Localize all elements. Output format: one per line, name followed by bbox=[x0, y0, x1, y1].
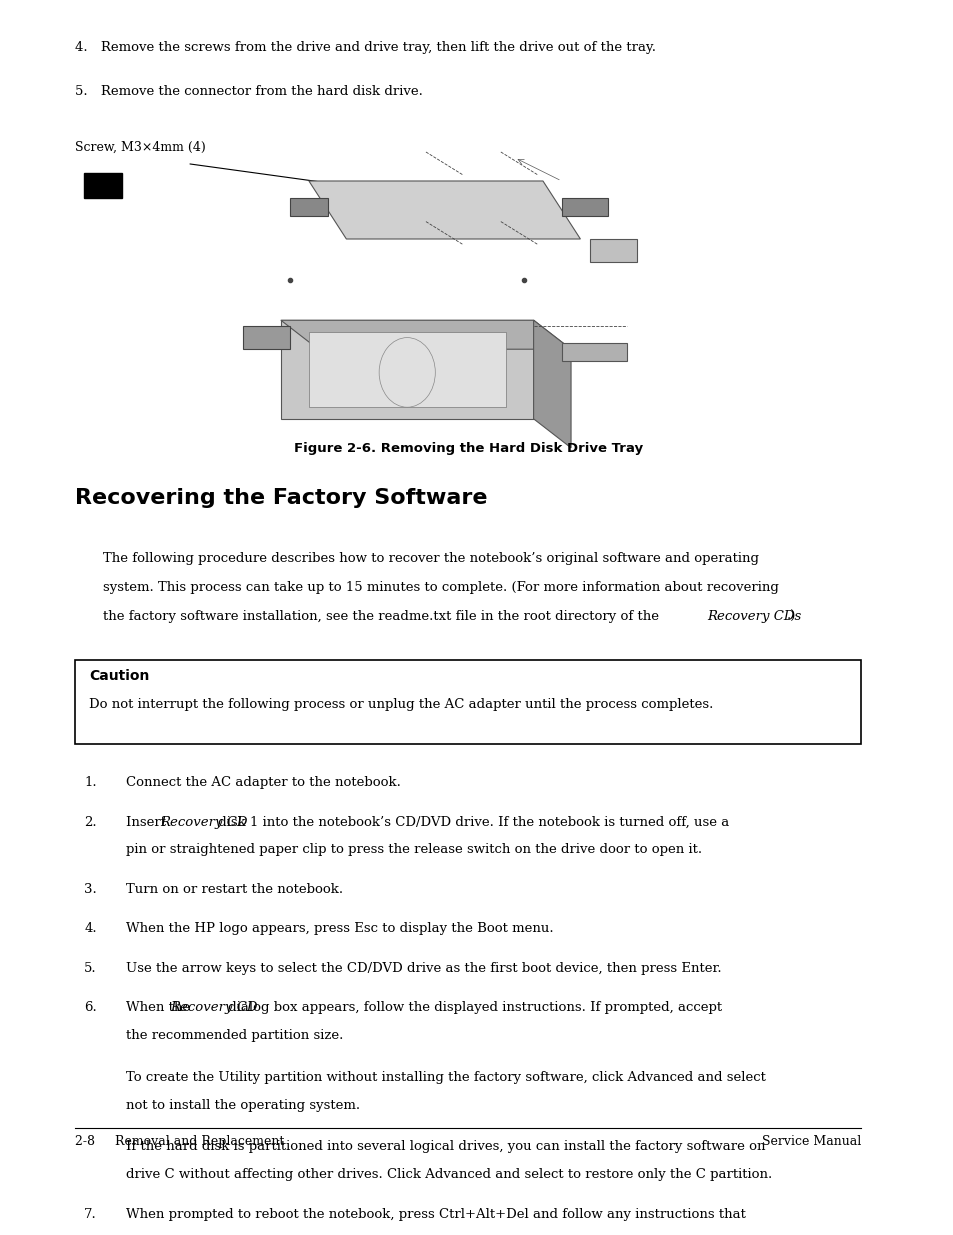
Text: Recovery CD: Recovery CD bbox=[160, 815, 248, 829]
Text: When prompted to reboot the notebook, press Ctrl+Alt+Del and follow any instruct: When prompted to reboot the notebook, pr… bbox=[126, 1208, 745, 1220]
Polygon shape bbox=[309, 332, 505, 408]
Text: Connect the AC adapter to the notebook.: Connect the AC adapter to the notebook. bbox=[126, 776, 401, 789]
Text: pin or straightened paper clip to press the release switch on the drive door to : pin or straightened paper clip to press … bbox=[126, 844, 701, 856]
Polygon shape bbox=[280, 320, 533, 419]
Text: Recovery CDs: Recovery CDs bbox=[706, 610, 801, 624]
Text: When the HP logo appears, press Esc to display the Boot menu.: When the HP logo appears, press Esc to d… bbox=[126, 923, 554, 935]
FancyBboxPatch shape bbox=[84, 173, 122, 199]
Polygon shape bbox=[290, 199, 327, 216]
Polygon shape bbox=[309, 182, 579, 240]
Text: 4. Remove the screws from the drive and drive tray, then lift the drive out of t: 4. Remove the screws from the drive and … bbox=[75, 41, 656, 53]
Text: 4.: 4. bbox=[84, 923, 97, 935]
Text: To create the Utility partition without installing the factory software, click A: To create the Utility partition without … bbox=[126, 1071, 765, 1084]
Polygon shape bbox=[243, 326, 290, 350]
Text: Screw, M3×4mm (4): Screw, M3×4mm (4) bbox=[75, 141, 206, 153]
Text: Figure 2-6. Removing the Hard Disk Drive Tray: Figure 2-6. Removing the Hard Disk Drive… bbox=[294, 442, 642, 454]
Polygon shape bbox=[280, 320, 571, 350]
Text: not to install the operating system.: not to install the operating system. bbox=[126, 1099, 360, 1112]
Text: Do not interrupt the following process or unplug the AC adapter until the proces: Do not interrupt the following process o… bbox=[89, 699, 713, 711]
Text: Turn on or restart the notebook.: Turn on or restart the notebook. bbox=[126, 883, 343, 895]
Polygon shape bbox=[561, 343, 626, 361]
Text: Caution: Caution bbox=[89, 669, 150, 683]
Text: 7.: 7. bbox=[84, 1208, 97, 1220]
Text: Recovering the Factory Software: Recovering the Factory Software bbox=[75, 488, 487, 509]
Text: 2.: 2. bbox=[84, 815, 97, 829]
Text: 1.: 1. bbox=[84, 776, 97, 789]
Text: system. This process can take up to 15 minutes to complete. (For more informatio: system. This process can take up to 15 m… bbox=[103, 582, 778, 594]
Text: When the: When the bbox=[126, 1002, 194, 1014]
Text: The following procedure describes how to recover the notebook’s original softwar: The following procedure describes how to… bbox=[103, 552, 759, 566]
Text: disk 1 into the notebook’s CD/DVD drive. If the notebook is turned off, use a: disk 1 into the notebook’s CD/DVD drive.… bbox=[213, 815, 728, 829]
Text: Use the arrow keys to select the CD/DVD drive as the first boot device, then pre: Use the arrow keys to select the CD/DVD … bbox=[126, 962, 721, 974]
Text: .): .) bbox=[785, 610, 795, 624]
Text: 5.: 5. bbox=[84, 962, 97, 974]
Text: 5. Remove the connector from the hard disk drive.: 5. Remove the connector from the hard di… bbox=[75, 85, 422, 98]
Text: If the hard disk is partitioned into several logical drives, you can install the: If the hard disk is partitioned into sev… bbox=[126, 1140, 765, 1153]
Text: 3.: 3. bbox=[84, 883, 97, 895]
Text: 6.: 6. bbox=[84, 1002, 97, 1014]
Text: drive C without affecting other drives. Click Advanced and select to restore onl: drive C without affecting other drives. … bbox=[126, 1168, 772, 1182]
Text: the recommended partition size.: the recommended partition size. bbox=[126, 1029, 343, 1042]
Polygon shape bbox=[561, 199, 608, 216]
FancyBboxPatch shape bbox=[75, 661, 861, 743]
Polygon shape bbox=[589, 240, 636, 262]
Text: Recovery CD: Recovery CD bbox=[170, 1002, 257, 1014]
Text: the factory software installation, see the readme.txt file in the root directory: the factory software installation, see t… bbox=[103, 610, 662, 624]
Text: dialog box appears, follow the displayed instructions. If prompted, accept: dialog box appears, follow the displayed… bbox=[224, 1002, 721, 1014]
Polygon shape bbox=[533, 320, 571, 448]
Text: Service Manual: Service Manual bbox=[761, 1135, 861, 1147]
Text: Insert: Insert bbox=[126, 815, 171, 829]
Text: 2-8     Removal and Replacement: 2-8 Removal and Replacement bbox=[75, 1135, 284, 1147]
